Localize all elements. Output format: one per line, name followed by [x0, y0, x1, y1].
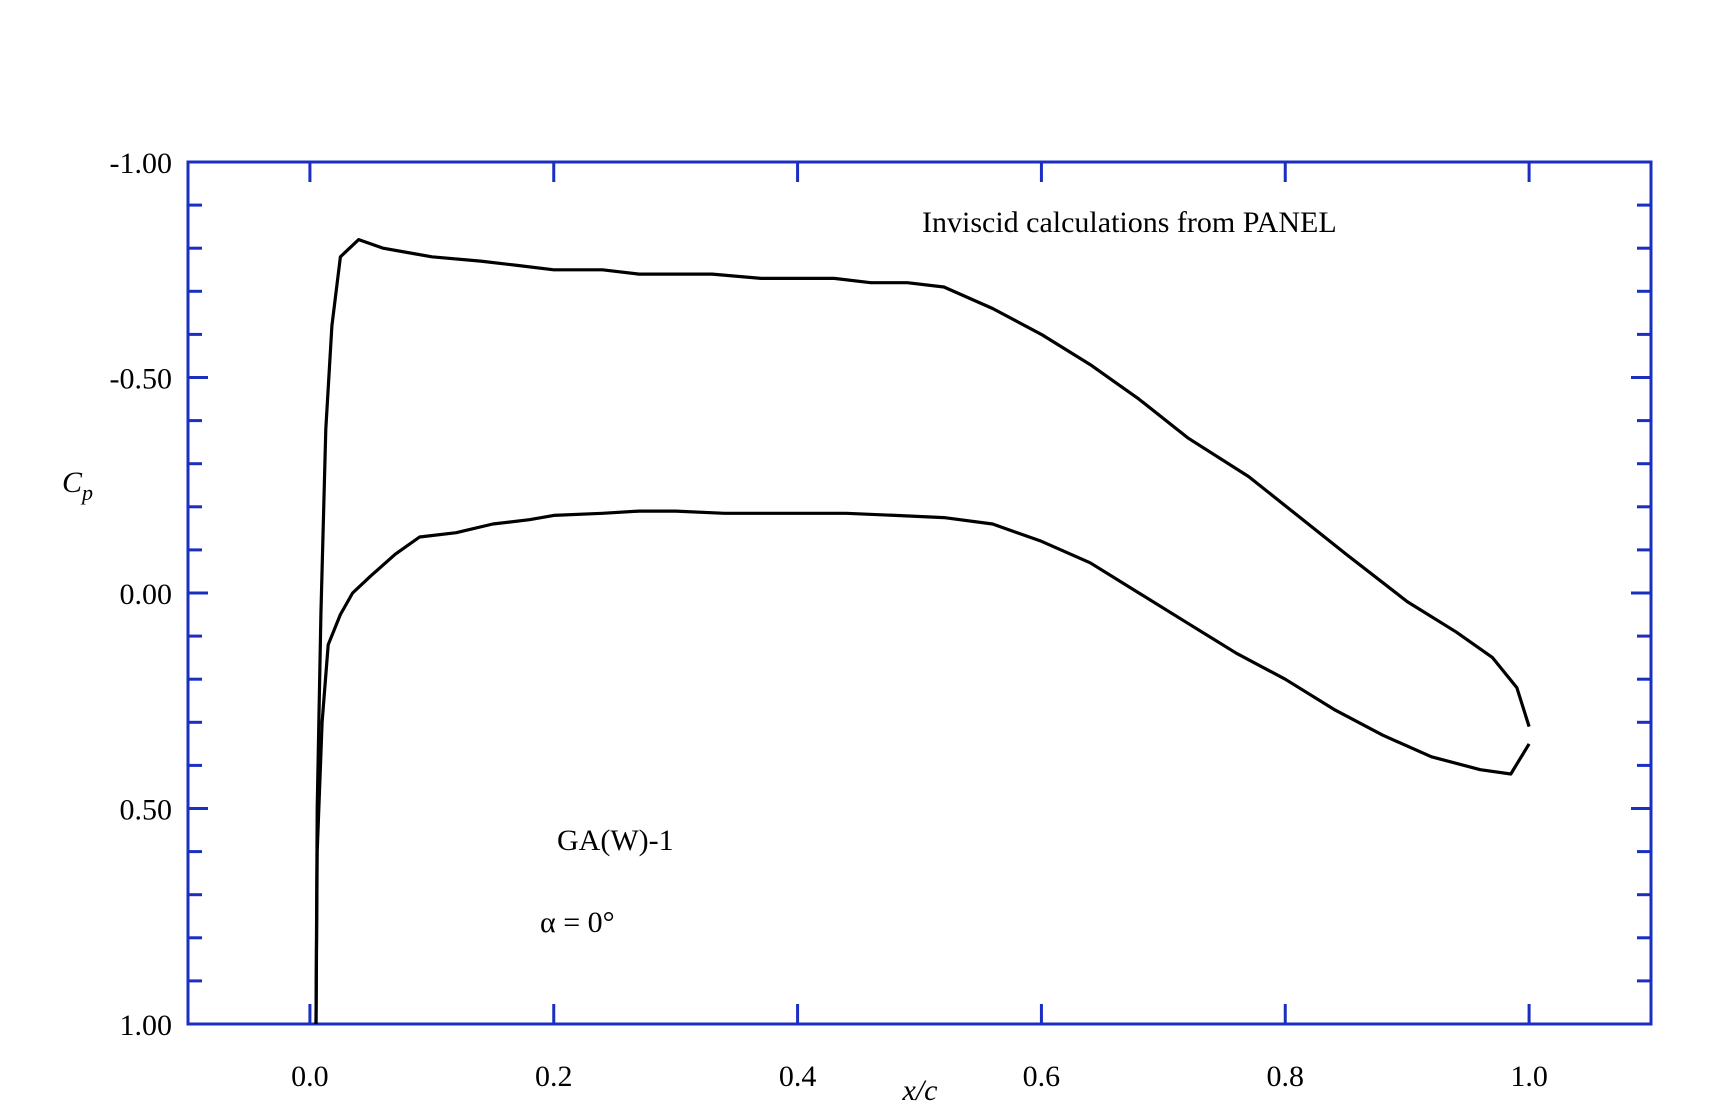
y-tick-label: 0.00 [120, 578, 173, 611]
x-tick-label: 0.2 [535, 1060, 573, 1093]
airfoil-annotation: GA(W)-1 [557, 824, 674, 857]
x-tick-label: 0.8 [1267, 1060, 1305, 1093]
x-tick-label: 0.0 [291, 1060, 329, 1093]
y-tick-label: 1.00 [120, 1009, 173, 1042]
series-line-1 [314, 238, 1531, 1025]
y-tick-label: -1.00 [110, 147, 173, 180]
tick-marks [188, 160, 1651, 1026]
x-tick-label: 0.4 [779, 1060, 817, 1093]
x-axis-label: x/c [902, 1074, 938, 1107]
x-tick-label: 0.6 [1023, 1060, 1061, 1093]
series-line-2 [314, 509, 1531, 1025]
y-tick-label: 0.50 [120, 794, 173, 827]
y-axis-label-main: C [62, 466, 83, 499]
source-annotation: Inviscid calculations from PANEL [922, 206, 1337, 239]
y-tick-label: -0.50 [110, 363, 173, 396]
y-axis-label-sub: p [80, 480, 93, 505]
plot-frame [186, 160, 1653, 1026]
tick-labels: 0.0 0.2 0.4 0.6 0.8 1.0 -1.00 -0.50 0.00 0.50 1.00 [110, 147, 1548, 1093]
series-layer [314, 238, 1531, 1025]
alpha-annotation: α = 0° [540, 906, 615, 939]
x-tick-label: 1.0 [1510, 1060, 1548, 1093]
y-axis-label: Cp [62, 466, 93, 505]
